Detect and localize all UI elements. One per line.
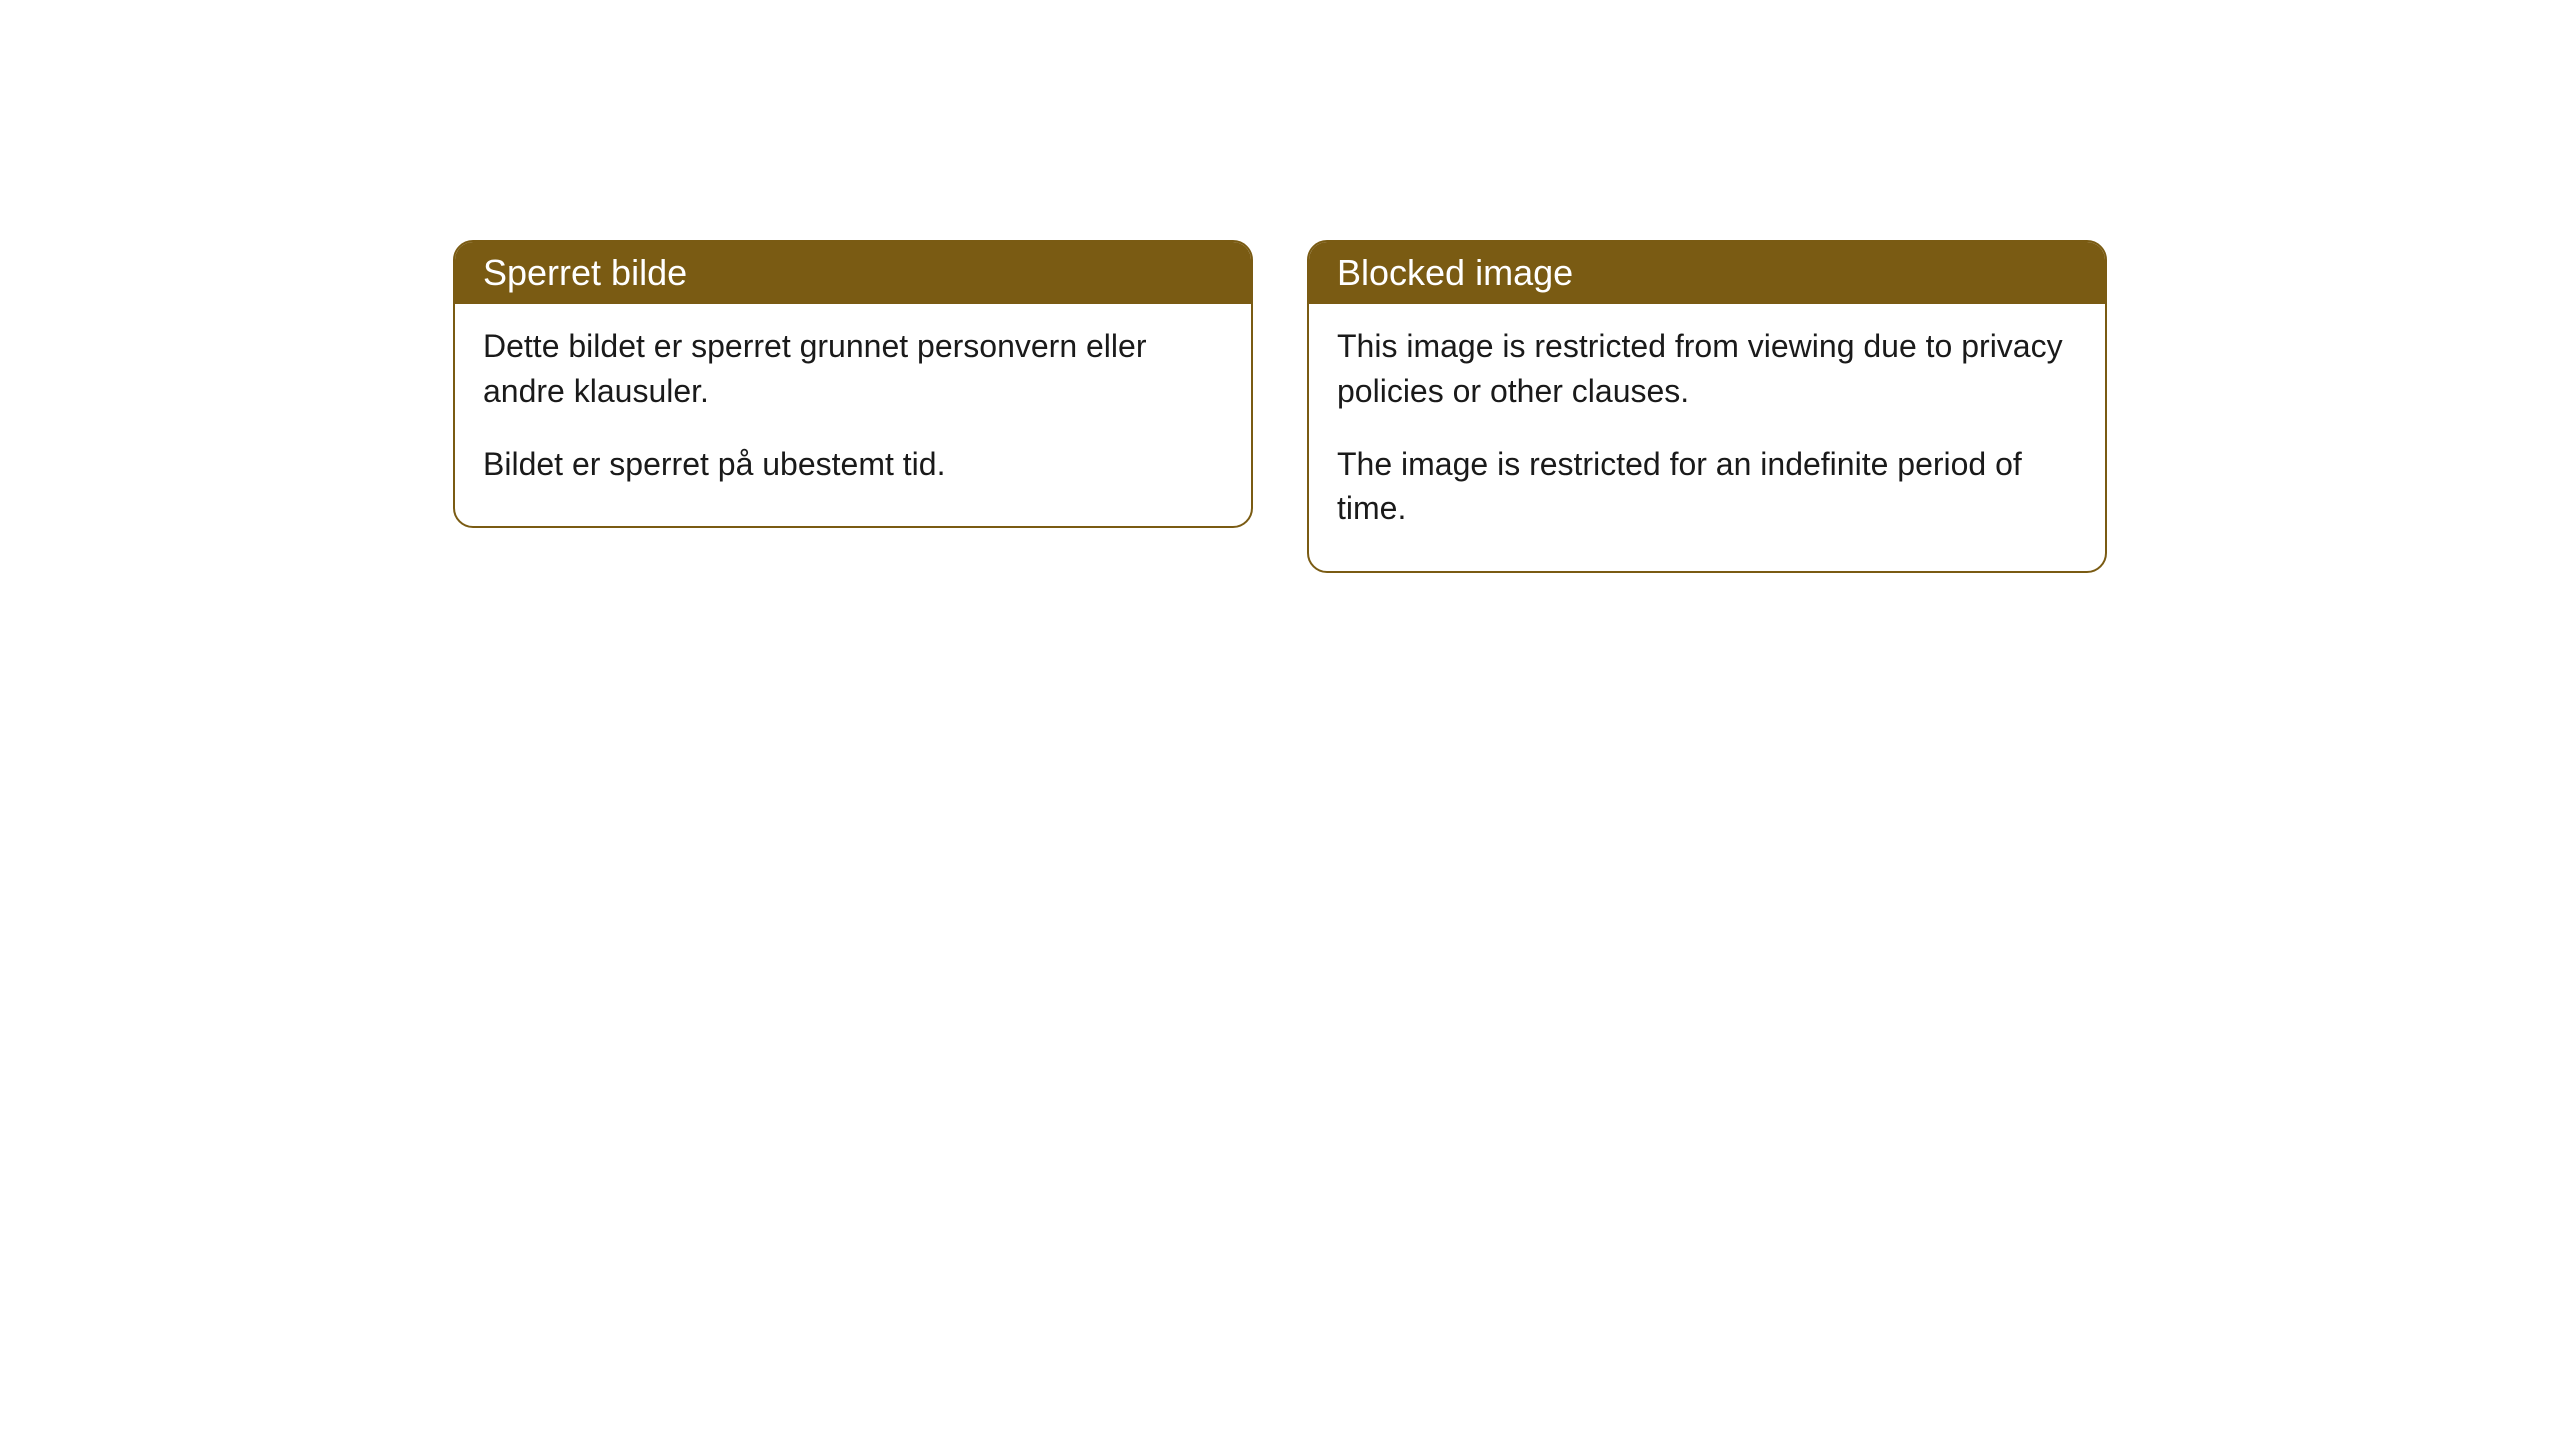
notice-paragraph-2: The image is restricted for an indefinit…	[1337, 442, 2077, 532]
notice-title: Blocked image	[1337, 252, 1573, 293]
notice-paragraph-2: Bildet er sperret på ubestemt tid.	[483, 442, 1223, 487]
blocked-image-notice-english: Blocked image This image is restricted f…	[1307, 240, 2107, 573]
notice-header: Blocked image	[1309, 242, 2105, 304]
blocked-image-notice-norwegian: Sperret bilde Dette bildet er sperret gr…	[453, 240, 1253, 528]
notice-header: Sperret bilde	[455, 242, 1251, 304]
notice-paragraph-1: This image is restricted from viewing du…	[1337, 324, 2077, 414]
notice-title: Sperret bilde	[483, 252, 687, 293]
notice-body: Dette bildet er sperret grunnet personve…	[455, 304, 1251, 526]
notice-body: This image is restricted from viewing du…	[1309, 304, 2105, 571]
notice-paragraph-1: Dette bildet er sperret grunnet personve…	[483, 324, 1223, 414]
